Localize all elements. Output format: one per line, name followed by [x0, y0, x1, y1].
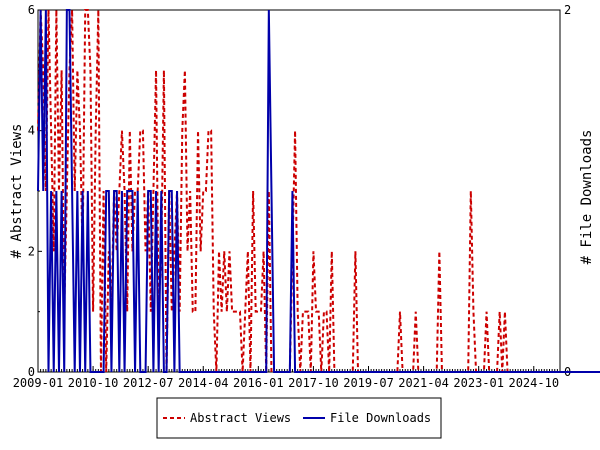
- x-tick-label: 2017-10: [288, 376, 339, 390]
- y-tick-label: 2: [28, 244, 35, 258]
- y-tick-label: 0: [28, 365, 35, 379]
- x-axis: 2009-01 2010-10 2012-07 2014-04 2016-01 2017-…: [13, 366, 561, 390]
- y-axis-label: # Abstract Views: [9, 124, 25, 259]
- y2-axis-label: # File Downloads: [579, 130, 595, 265]
- x-tick-label: 2014-04: [178, 376, 229, 390]
- x-tick-label: 2012-07: [123, 376, 174, 390]
- y-tick-label: 6: [28, 3, 35, 17]
- x-tick-label: 2016-01: [233, 376, 284, 390]
- legend-label-file-downloads: File Downloads: [330, 411, 431, 425]
- series-layer: [37, 9, 600, 373]
- series-line-file-downloads: [37, 9, 600, 373]
- x-tick-label: 2023-01: [453, 376, 504, 390]
- x-tick-label: 2009-01: [13, 376, 64, 390]
- x-tick-label: 2019-07: [343, 376, 394, 390]
- y2-tick-label: 2: [564, 3, 571, 17]
- x-tick-label: 2024-10: [508, 376, 559, 390]
- legend: Abstract Views File Downloads: [156, 397, 442, 439]
- x-tick-label: 2010-10: [68, 376, 119, 390]
- legend-label-abstract-views: Abstract Views: [190, 411, 291, 425]
- y-tick-label: 4: [28, 124, 35, 138]
- legend-box: [156, 397, 442, 439]
- x-tick-label: 2021-04: [398, 376, 449, 390]
